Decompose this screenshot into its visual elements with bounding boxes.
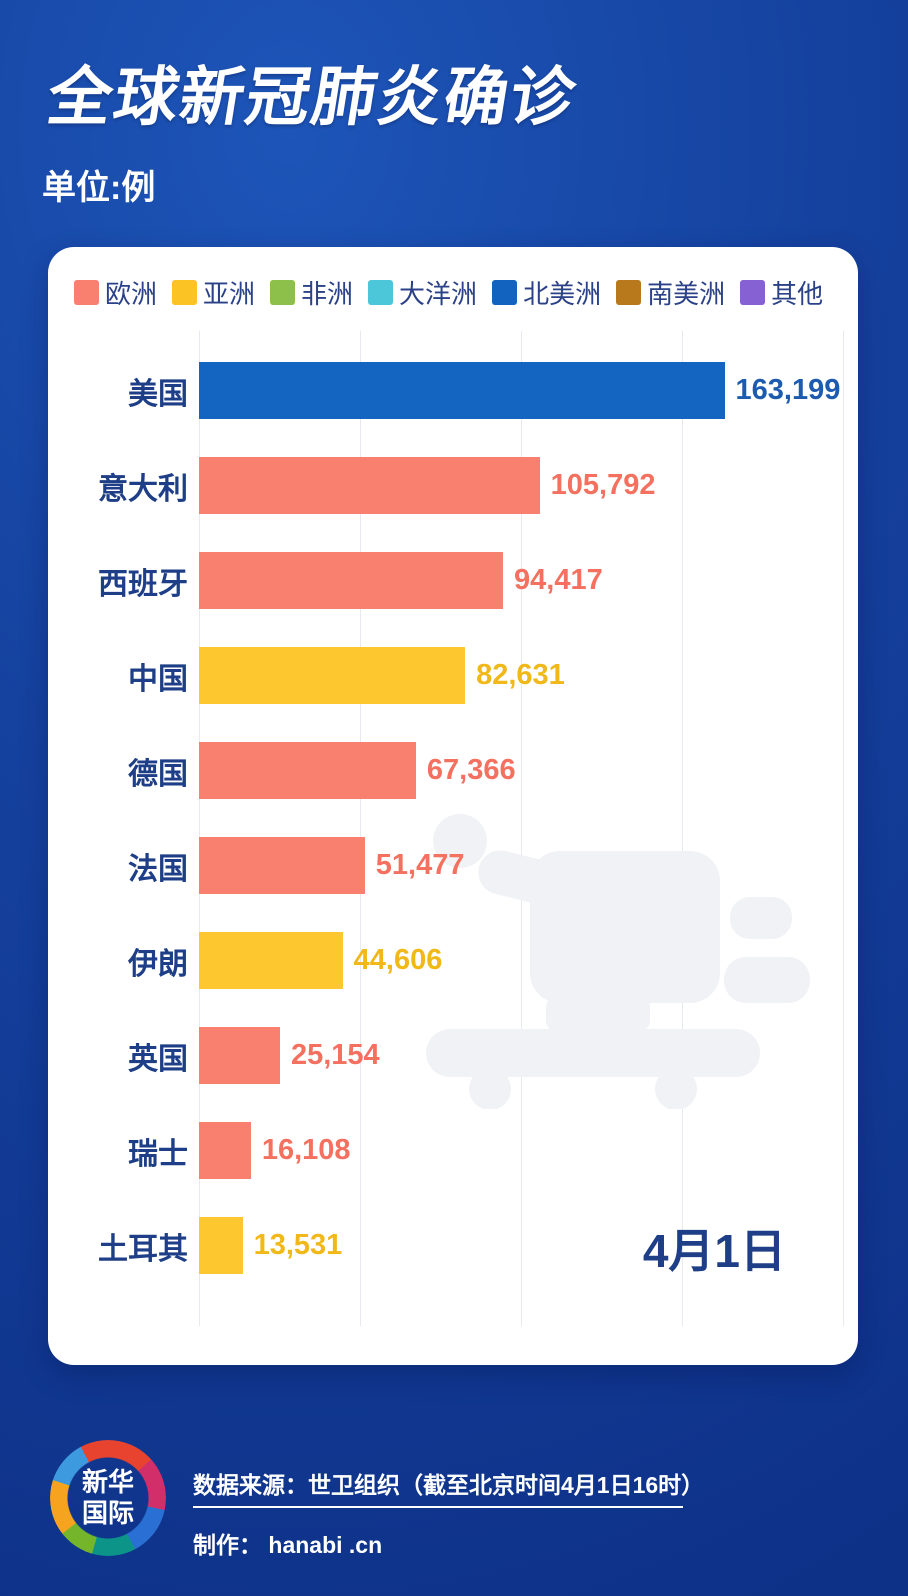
footer: 新华 国际 数据来源：世卫组织（截至北京时间4月1日16时） 制作： hanab…	[0, 1400, 908, 1596]
legend-label: 大洋洲	[399, 279, 478, 309]
unit-label: 单位:例	[42, 169, 156, 207]
legend-swatch-icon	[270, 280, 296, 305]
bar	[199, 1217, 243, 1274]
bar	[199, 362, 725, 419]
value-label: 163,199	[735, 374, 841, 406]
value-label: 16,108	[261, 1134, 351, 1166]
bar-row: 法国 51,477	[48, 818, 858, 913]
country-label: 英国	[128, 1042, 188, 1076]
value-label: 13,531	[253, 1229, 343, 1261]
bar-chart: 美国 163,199 意大利 105,792 西班牙 94,417 中国 82,631 德国 67…	[48, 331, 858, 1365]
gridline	[360, 331, 361, 1326]
legend-label: 非洲	[301, 279, 354, 309]
gridline	[521, 331, 522, 1326]
bar	[199, 647, 466, 704]
bar-track: 67,366	[199, 723, 843, 818]
legend-swatch-icon	[616, 280, 642, 305]
bar-row: 土耳其 13,531	[48, 1198, 858, 1293]
country-label: 法国	[128, 852, 188, 886]
bar-track: 163,199	[199, 343, 843, 438]
bar-track: 25,154	[199, 1008, 843, 1103]
credit: 制作： hanabi .cn	[193, 1532, 383, 1558]
country-label: 德国	[128, 757, 188, 791]
bar-track: 13,531	[199, 1198, 843, 1293]
country-label: 伊朗	[128, 947, 188, 981]
gridline-group	[199, 331, 844, 1326]
bar-track: 44,606	[199, 913, 843, 1008]
country-label: 意大利	[98, 472, 188, 506]
value-label: 105,792	[550, 469, 656, 501]
bar-rows: 美国 163,199 意大利 105,792 西班牙 94,417 中国 82,631 德国 67…	[48, 343, 858, 1293]
xinhua-logo: 新华 国际	[50, 1440, 166, 1556]
legend-item: 大洋洲	[368, 274, 477, 311]
bar-track: 51,477	[199, 818, 843, 913]
legend-swatch-icon	[368, 280, 394, 305]
bar-row: 英国 25,154	[48, 1008, 858, 1103]
bar	[199, 742, 416, 799]
legend-swatch-icon	[172, 280, 198, 305]
data-source: 数据来源：世卫组织（截至北京时间4月1日16时）	[193, 1472, 705, 1498]
bar	[199, 1027, 280, 1084]
bar	[199, 837, 365, 894]
bar-row: 中国 82,631	[48, 628, 858, 723]
legend-swatch-icon	[492, 280, 518, 305]
country-label: 美国	[128, 377, 188, 411]
legend-item: 北美洲	[492, 274, 601, 311]
bar	[199, 1122, 251, 1179]
gridline	[199, 331, 200, 1326]
hospital-bed-watermark-icon	[426, 814, 810, 1109]
chart-legend: 欧洲 亚洲 非洲 大洋洲 北美洲 南美洲 其他	[74, 274, 858, 311]
bar	[199, 932, 343, 989]
date-annotation: 4月1日	[642, 1225, 786, 1277]
value-label: 25,154	[290, 1039, 380, 1071]
bar	[199, 457, 540, 514]
legend-swatch-icon	[74, 280, 99, 305]
logo-text: 新华 国际	[50, 1440, 166, 1556]
header: 全球新冠肺炎确诊 单位:例	[42, 46, 582, 209]
bar-row: 美国 163,199	[48, 343, 858, 438]
logo-text-line1: 新华	[81, 1467, 134, 1497]
bar-row: 瑞士 16,108	[48, 1103, 858, 1198]
legend-swatch-icon	[740, 280, 766, 305]
bar-track: 105,792	[199, 438, 843, 533]
legend-item: 其他	[740, 274, 823, 311]
page-title: 全球新冠肺炎确诊	[42, 61, 583, 133]
bar	[199, 552, 504, 609]
bar-row: 西班牙 94,417	[48, 533, 858, 628]
value-label: 82,631	[476, 659, 565, 691]
country-label: 瑞士	[128, 1137, 188, 1171]
value-label: 94,417	[514, 564, 603, 596]
bar-row: 德国 67,366	[48, 723, 858, 818]
value-label: 44,606	[353, 944, 443, 976]
bar-row: 意大利 105,792	[48, 438, 858, 533]
legend-item: 非洲	[270, 274, 353, 311]
logo-text-line2: 国际	[81, 1498, 134, 1528]
legend-item: 南美洲	[616, 274, 725, 311]
value-label: 67,366	[426, 754, 516, 786]
country-label: 土耳其	[98, 1232, 188, 1266]
bar-track: 16,108	[199, 1103, 843, 1198]
legend-label: 北美洲	[523, 279, 602, 309]
footer-divider	[193, 1506, 683, 1508]
gridline	[682, 331, 683, 1326]
gridline	[843, 331, 844, 1326]
bar-track: 82,631	[199, 628, 843, 723]
chart-card: 欧洲 亚洲 非洲 大洋洲 北美洲 南美洲 其他 美国 163,199 意大利 105,792 西班牙…	[48, 247, 858, 1365]
legend-label: 其他	[771, 279, 824, 309]
legend-item: 欧洲	[74, 274, 157, 311]
bar-row: 伊朗 44,606	[48, 913, 858, 1008]
logo-ring-icon	[50, 1440, 166, 1556]
legend-label: 亚洲	[203, 279, 256, 309]
bar-track: 94,417	[199, 533, 843, 628]
country-label: 西班牙	[98, 567, 188, 601]
value-label: 51,477	[375, 849, 465, 881]
legend-label: 欧洲	[105, 279, 158, 309]
legend-label: 南美洲	[647, 279, 726, 309]
legend-item: 亚洲	[172, 274, 255, 311]
country-label: 中国	[128, 662, 188, 696]
